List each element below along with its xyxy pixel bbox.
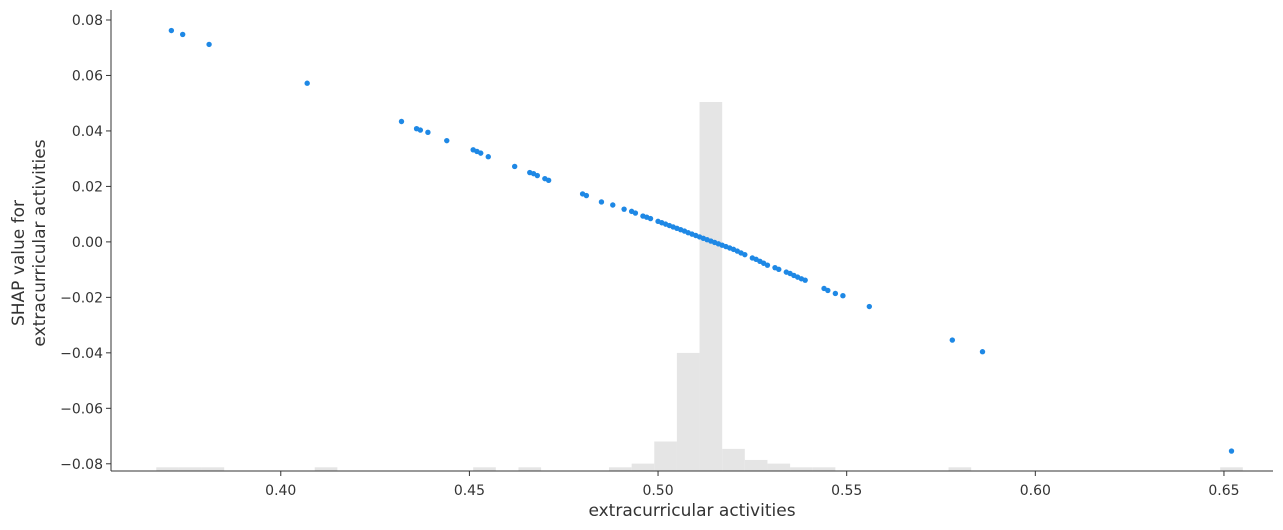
histogram-bar [767,463,791,471]
histogram-bar [178,467,202,471]
y-tick-label: 0.04 [72,124,103,140]
data-point [610,202,616,208]
data-point [206,41,212,48]
y-axis-ticks: 0.08 0.06 0.04 0.02 0.00 −0.02 −0.04 −0.06 −0.08 [60,13,111,473]
histogram-bar [631,463,655,471]
y-tick-label: 0.08 [72,13,103,29]
data-point [511,163,518,170]
data-point [598,199,605,205]
data-point [632,210,639,216]
data-point [621,206,627,212]
data-point [1228,448,1235,454]
x-tick-label: 0.45 [454,483,485,499]
data-point [825,287,831,294]
data-point [478,150,484,156]
x-axis-title: extracurricular activities [588,501,795,521]
data-point [832,290,839,297]
x-tick-label: 0.55 [831,483,862,499]
histogram-bar [812,467,836,471]
x-tick-label: 0.65 [1208,483,1239,499]
scatter-points [168,27,1235,454]
data-point [444,137,450,144]
histogram-bar [201,467,225,471]
x-tick-label: 0.40 [265,483,296,499]
y-tick-label: −0.02 [60,290,103,306]
data-point [776,266,782,273]
histogram-bar [790,467,813,471]
data-point [949,337,956,343]
data-point [802,277,808,283]
histogram-bar [314,467,338,471]
x-axis-ticks: 0.40 0.45 0.50 0.55 0.60 0.65 [265,471,1240,499]
data-point [866,303,873,310]
y-tick-label: −0.08 [60,457,103,473]
histogram-bar [722,448,745,471]
data-point [534,172,541,179]
feature-histogram [156,102,1243,471]
y-tick-label: −0.04 [60,346,103,362]
data-point [545,177,552,184]
y-axis-title-line2: extracurricular activities [30,139,50,346]
data-point [583,192,590,199]
data-point [647,215,654,222]
data-point [840,292,846,299]
y-tick-label: 0.06 [72,68,103,84]
histogram-bar [948,467,972,471]
histogram-bar [699,102,723,471]
histogram-bar [676,352,700,471]
data-point [417,127,424,133]
histogram-bar [744,459,768,471]
data-point [179,31,186,38]
y-tick-label: 0.00 [72,235,103,251]
histogram-bar [473,467,496,471]
data-point [425,129,431,136]
histogram-bar [156,467,179,471]
data-point [979,349,986,355]
y-tick-label: 0.02 [72,179,103,195]
x-tick-label: 0.60 [1020,483,1051,499]
histogram-bar [518,467,542,471]
histogram-bar [654,441,677,471]
histogram-bar [1220,467,1243,471]
y-axis-title-line1: SHAP value for [9,200,29,326]
data-point [168,27,175,34]
data-point [485,154,491,160]
data-point [742,251,748,258]
data-point [304,80,310,86]
histogram-bar [609,467,632,471]
y-tick-label: −0.06 [60,401,103,417]
data-point [764,262,771,268]
data-point [398,118,405,125]
x-tick-label: 0.50 [642,483,673,499]
